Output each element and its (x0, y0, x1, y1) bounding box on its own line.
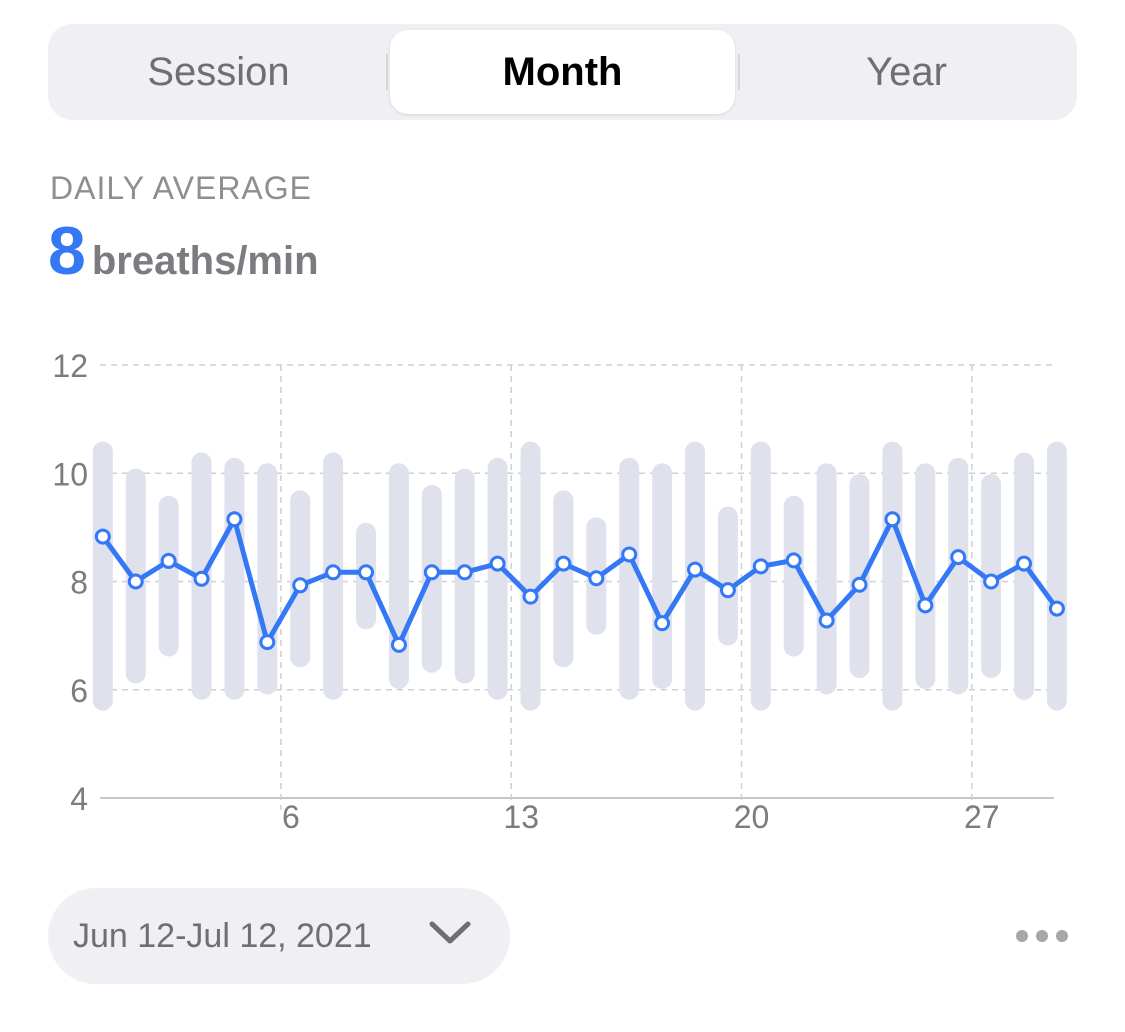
summary-unit: breaths/min (91, 239, 319, 283)
data-point (226, 511, 243, 528)
ellipsis-icon[interactable] (1012, 918, 1072, 954)
x-tick-label: 13 (503, 799, 539, 835)
summary-label: DAILY AVERAGE (50, 170, 312, 206)
data-point (193, 570, 210, 587)
data-point (621, 546, 638, 563)
chevron-down-icon (429, 921, 471, 944)
data-point (160, 552, 177, 569)
date-range-picker[interactable]: Jun 12-Jul 12, 2021 (48, 888, 510, 984)
data-point (358, 564, 375, 581)
data-point (259, 634, 276, 651)
average-line (100, 516, 1060, 648)
data-point (1048, 600, 1065, 617)
data-point (555, 555, 572, 572)
x-tick-label: 6 (282, 799, 300, 835)
segment-month[interactable]: Month (390, 30, 735, 114)
data-point (950, 549, 967, 566)
y-tick-label: 8 (70, 565, 88, 601)
summary-number: 8 (48, 213, 86, 289)
data-point (489, 555, 506, 572)
labels-layer: 12 10 8 6 4 6 13 20 27 (52, 348, 999, 835)
data-point (390, 636, 407, 653)
respiratory-rate-chart: 12 10 8 6 4 6 13 20 27 (52, 348, 1067, 835)
data-point (456, 564, 473, 581)
summary-value: 8 breaths/min (48, 212, 319, 290)
data-point (325, 564, 342, 581)
data-point (522, 588, 539, 605)
y-tick-label: 10 (52, 456, 88, 492)
data-point (719, 582, 736, 599)
data-point (588, 570, 605, 587)
data-point (94, 528, 111, 545)
data-point (1016, 555, 1033, 572)
segment-year[interactable]: Year (866, 50, 947, 94)
segment-divider (386, 54, 388, 90)
data-point (127, 573, 144, 590)
data-point (884, 511, 901, 528)
segment-divider (738, 54, 740, 90)
data-point (423, 564, 440, 581)
segment-session[interactable]: Session (147, 50, 290, 94)
data-point (983, 573, 1000, 590)
data-point (654, 615, 671, 632)
x-tick-label: 27 (964, 799, 1000, 835)
points-layer (94, 511, 1065, 653)
y-tick-label: 12 (52, 348, 88, 384)
data-point (851, 576, 868, 593)
segmented-control: Session Month Year (48, 24, 1077, 120)
date-range-label: Jun 12-Jul 12, 2021 (73, 917, 372, 955)
y-tick-label: 6 (70, 673, 88, 709)
data-point (917, 597, 934, 614)
data-point (818, 612, 835, 629)
data-point (785, 552, 802, 569)
y-tick-label: 4 (70, 781, 88, 817)
line-layer (100, 516, 1060, 648)
x-tick-label: 20 (734, 799, 770, 835)
data-point (687, 561, 704, 578)
data-point (292, 577, 309, 594)
data-point (752, 558, 769, 575)
